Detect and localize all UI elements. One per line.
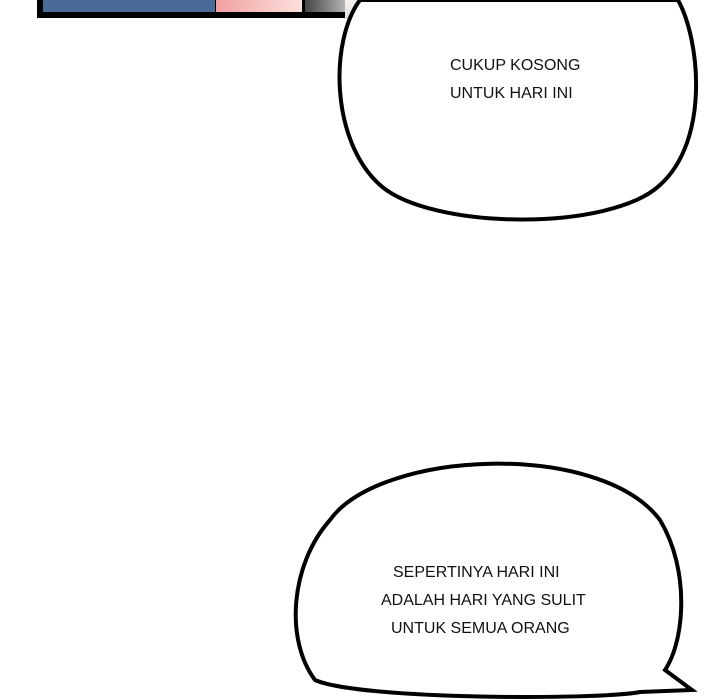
bubble-1-line: UNTUK HARI INI [450,85,573,102]
bubble-1-line: CUKUP KOSONG [450,57,581,74]
bubble-1-text: CUKUP KOSONG UNTUK HARI INI [450,52,580,108]
panel-art-blue [43,0,215,12]
bubble-2-text: SEPERTINYA HARI INI ADALAH HARI YANG SUL… [381,559,586,643]
previous-panel [37,0,347,18]
bubble-2-line: SEPERTINYA HARI INI [393,564,560,581]
speech-bubble-2 [293,461,698,699]
panel-art-gray [305,0,347,12]
bubble-2-line: UNTUK SEMUA ORANG [391,620,570,637]
bubble-2-line: ADALAH HARI YANG SULIT [381,592,586,609]
speech-bubble-1 [337,0,699,222]
panel-art-pink [216,0,302,12]
